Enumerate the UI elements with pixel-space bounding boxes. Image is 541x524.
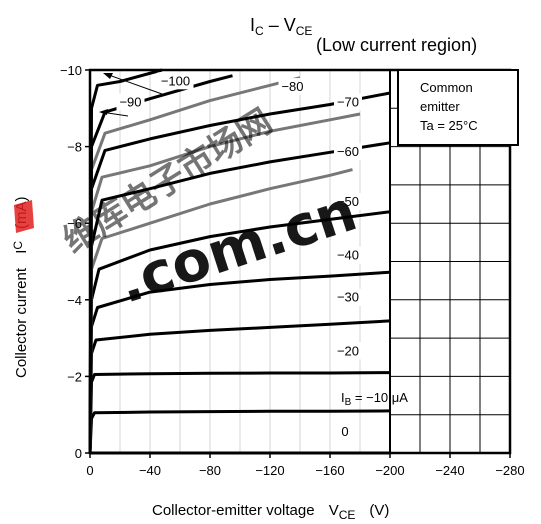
series-curve-8 <box>88 112 361 454</box>
x-tick-label: −40 <box>139 463 161 478</box>
arrow-100 <box>105 73 163 95</box>
series-label: −90 <box>119 94 141 109</box>
series-curve-6 <box>88 168 353 454</box>
series-label-bg <box>334 288 362 306</box>
series-label: −20 <box>337 343 359 358</box>
chart-subtitle: (Low current region) <box>316 35 477 55</box>
arrowhead-90 <box>99 109 108 115</box>
y-axis-ticks: 0 −2 −4 −6 −8 −10 <box>60 63 90 461</box>
series-labels: 0 −20 −30 −40 −50 −60 −70 −80 −90 −100 <box>116 72 362 440</box>
y-tick-label: −2 <box>67 369 82 384</box>
series-label: −60 <box>337 144 359 159</box>
series-label-bg <box>278 78 307 96</box>
series-label-bg <box>116 93 145 111</box>
y-tick-label: −10 <box>60 63 82 78</box>
y-tick-label: 0 <box>75 446 82 461</box>
series-label-bg <box>334 93 362 111</box>
series-label-bg <box>157 72 194 90</box>
series-label-bg <box>334 246 362 264</box>
series-label: −40 <box>337 248 359 263</box>
x-tick-label: −280 <box>495 463 524 478</box>
legend-box-frame <box>397 69 519 146</box>
x-axis-ticks: 0 −40 −80 −120 −160 −200 −240 −280 <box>86 453 525 478</box>
legend-box: Common emitter Ta = 25°C <box>397 69 519 146</box>
series-label-bg <box>334 342 362 360</box>
series-label-bg <box>334 192 362 210</box>
chart-title: IC – VCE <box>250 15 312 38</box>
legend-line-2: emitter <box>420 99 460 114</box>
x-tick-label: −80 <box>199 463 221 478</box>
x-axis-label: Collector-emitter voltage VCE (V) <box>152 502 389 522</box>
series-curve-9 <box>88 91 391 454</box>
x-tick-label: −120 <box>255 463 284 478</box>
y-tick-label: −4 <box>67 293 82 308</box>
y-tick-label: −6 <box>67 216 82 231</box>
series-label-bg <box>334 143 362 161</box>
series-label: 0 <box>341 424 348 439</box>
arrowhead-100 <box>103 73 113 79</box>
x-tick-label: −200 <box>375 463 404 478</box>
legend-line-3: Ta = 25°C <box>420 118 478 133</box>
series-curve-7 <box>88 141 391 454</box>
x-tick-label: 0 <box>86 463 93 478</box>
series-label: −80 <box>281 79 303 94</box>
series-label-bg <box>339 422 351 440</box>
x-tick-label: −240 <box>435 463 464 478</box>
series-curve-12 <box>88 68 163 454</box>
series-label: −50 <box>337 194 359 209</box>
series-label: −70 <box>337 94 359 109</box>
ib-label: IB = −10 μA <box>341 390 408 408</box>
series-label: −100 <box>161 73 190 88</box>
annotation-arrows <box>99 73 163 117</box>
x-tick-label: −160 <box>315 463 344 478</box>
watermark-stripe <box>14 200 34 233</box>
series-label: −30 <box>337 290 359 305</box>
y-tick-label: −8 <box>67 140 82 155</box>
legend-line-1: Common <box>420 80 473 95</box>
